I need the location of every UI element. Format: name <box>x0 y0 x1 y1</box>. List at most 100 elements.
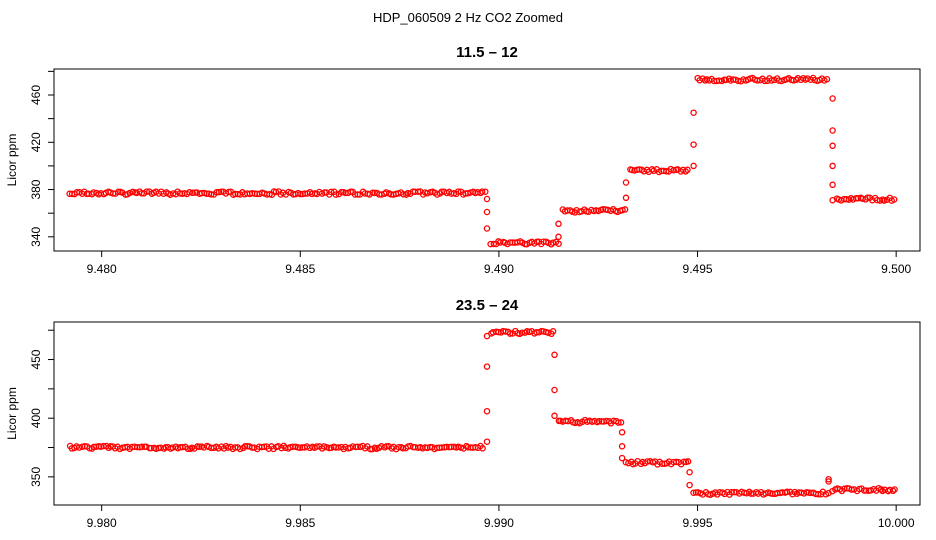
data-point <box>143 188 150 195</box>
data-point <box>829 142 836 150</box>
data-point <box>864 194 871 201</box>
data-point <box>891 486 898 493</box>
data-point <box>388 445 396 452</box>
data-point <box>395 443 402 451</box>
data-point <box>829 196 836 204</box>
data-point <box>483 195 491 203</box>
data-point <box>829 162 836 170</box>
data-point <box>184 445 192 453</box>
panel-title: 11.5 – 12 <box>456 44 518 61</box>
data-point <box>890 196 898 203</box>
data-point <box>203 190 211 197</box>
data-point <box>478 188 486 195</box>
data-point <box>443 443 450 451</box>
data-point <box>684 458 692 465</box>
plot-frame <box>53 68 921 252</box>
data-point <box>778 77 785 85</box>
data-point <box>272 188 280 196</box>
data-point <box>189 189 196 197</box>
x-tick-label: 9.480 <box>87 262 117 276</box>
data-point <box>617 419 625 426</box>
y-tick-label: 400 <box>29 408 43 428</box>
data-point <box>877 486 885 493</box>
x-tick-label: 9.985 <box>285 516 315 530</box>
data-point <box>686 468 693 476</box>
x-tick-label: 9.995 <box>683 516 713 530</box>
data-point <box>618 429 626 436</box>
plot-frame <box>53 321 921 506</box>
data-point <box>670 166 677 174</box>
data-point <box>555 233 562 241</box>
data-point <box>783 488 791 496</box>
data-point <box>403 191 410 198</box>
data-point <box>854 195 862 202</box>
data-point <box>551 351 558 359</box>
x-tick-label: 9.500 <box>881 262 911 276</box>
data-point <box>555 220 562 228</box>
data-point <box>483 363 491 370</box>
data-point <box>621 206 629 213</box>
y-tick-label: 350 <box>29 467 43 487</box>
data-point <box>829 95 836 102</box>
data-point <box>313 443 320 450</box>
data-point <box>618 443 626 450</box>
data-point <box>241 443 249 450</box>
data-point <box>615 419 622 426</box>
data-point <box>622 179 630 186</box>
data-point <box>637 460 645 468</box>
data-points <box>66 327 898 499</box>
data-point <box>622 194 630 202</box>
data-point <box>454 188 462 195</box>
data-point <box>690 109 697 116</box>
data-point <box>215 188 223 196</box>
data-point <box>690 489 697 496</box>
data-point <box>332 191 340 198</box>
data-point <box>483 407 491 415</box>
data-point <box>690 162 697 170</box>
data-point <box>483 208 491 216</box>
data-point <box>549 328 557 335</box>
x-tick-label: 9.490 <box>484 262 514 276</box>
data-point <box>482 188 489 195</box>
data-point <box>327 188 335 196</box>
data-point <box>490 240 498 248</box>
data-point <box>673 458 680 466</box>
data-point <box>551 386 558 394</box>
data-point <box>825 475 832 483</box>
data-point <box>686 481 693 489</box>
data-point <box>75 444 83 451</box>
data-point <box>483 225 491 232</box>
y-tick-label: 460 <box>29 85 43 105</box>
data-point <box>555 240 562 247</box>
y-tick-label: 450 <box>29 349 43 369</box>
x-tick-label: 10.000 <box>878 516 915 530</box>
data-point <box>115 188 122 196</box>
data-point <box>134 443 141 451</box>
data-point <box>483 332 491 340</box>
figure-title: HDP_060509 2 Hz CO2 Zoomed <box>373 10 563 25</box>
data-point <box>483 438 491 445</box>
y-tick-label: 340 <box>29 226 43 246</box>
chart-panel-top: 11.5 – 12 9.480 9.485 9.490 9.495 9.500 340 380… <box>5 44 921 276</box>
data-point <box>506 330 514 337</box>
data-point <box>684 166 691 174</box>
data-point <box>320 443 328 450</box>
data-point <box>825 478 832 485</box>
data-point <box>479 445 486 452</box>
chart-panel-bottom: 23.5 – 24 9.980 9.985 9.990 9.995 10.000 350 40… <box>5 297 921 530</box>
data-point <box>690 141 697 148</box>
data-points <box>66 74 898 248</box>
y-tick-label: 420 <box>29 132 43 152</box>
data-point <box>383 443 390 450</box>
data-point <box>297 190 304 198</box>
data-point <box>138 443 146 451</box>
x-tick-label: 9.980 <box>87 516 117 530</box>
data-point <box>207 191 215 198</box>
y-tick-label: 380 <box>29 179 43 199</box>
data-point <box>618 454 626 462</box>
data-point <box>829 181 836 189</box>
x-tick-label: 9.485 <box>285 262 315 276</box>
data-point <box>347 188 354 195</box>
y-axis-label: Licor ppm <box>5 134 19 187</box>
